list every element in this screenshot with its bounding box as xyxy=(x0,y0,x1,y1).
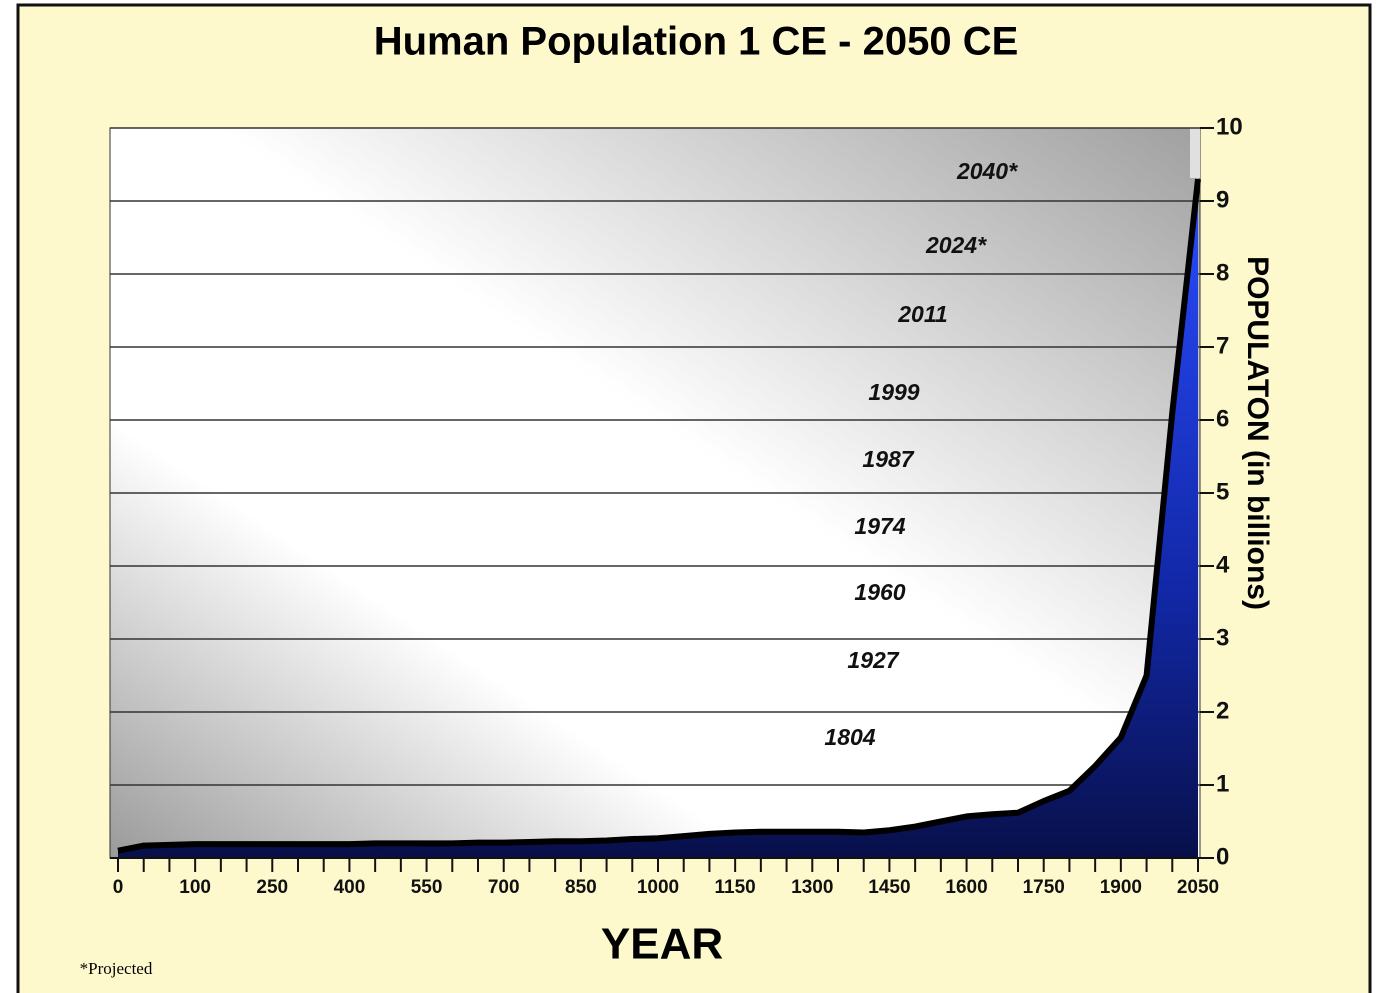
y-tick-label: 5 xyxy=(1216,478,1229,505)
annotation: 2024* xyxy=(925,232,987,258)
footnote: *Projected xyxy=(80,959,153,978)
x-tick-label: 100 xyxy=(179,877,211,898)
area xyxy=(118,179,1198,859)
x-tick-label: 850 xyxy=(565,877,597,898)
y-tick-label: 2 xyxy=(1216,697,1229,724)
y-tick-label: 9 xyxy=(1216,186,1229,213)
chart-title: Human Population 1 CE - 2050 CE xyxy=(374,20,1019,64)
plot-edge xyxy=(1190,128,1200,178)
x-tick-label: 1000 xyxy=(637,877,679,898)
y-tick-label: 0 xyxy=(1216,843,1229,870)
x-tick-label: 400 xyxy=(334,877,366,898)
x-tick-label: 1900 xyxy=(1100,877,1142,898)
x-tick-label: 250 xyxy=(256,877,288,898)
y-tick-label: 10 xyxy=(1216,113,1243,140)
x-tick-label: 1150 xyxy=(715,877,756,898)
x-tick-label: 700 xyxy=(488,877,520,898)
y-tick-label: 7 xyxy=(1216,332,1229,359)
x-tick-label: 1750 xyxy=(1023,877,1065,898)
annotation: 1804 xyxy=(824,724,875,750)
line xyxy=(117,178,1201,854)
x-tick-label: 1450 xyxy=(868,877,910,898)
x-axis-label: YEAR xyxy=(601,920,723,969)
annotation: 1987 xyxy=(862,446,914,472)
x-tick-label: 0 xyxy=(113,877,124,898)
x-tick-label: 550 xyxy=(411,877,443,898)
y-axis-label: POPULATON (in billions) xyxy=(1241,256,1274,610)
y-tick-label: 4 xyxy=(1216,551,1230,578)
x-tick-label: 2050 xyxy=(1177,877,1219,898)
annotation: 2040* xyxy=(956,158,1018,184)
x-tick-label: 1600 xyxy=(945,877,987,898)
annotation: 1927 xyxy=(847,647,899,673)
annotation: 1960 xyxy=(854,579,905,605)
y-tick-label: 6 xyxy=(1216,405,1229,432)
annotation: 2011 xyxy=(897,301,947,327)
y-tick-label: 8 xyxy=(1216,259,1229,286)
y-tick-label: 3 xyxy=(1216,624,1229,651)
x-tick-label: 1300 xyxy=(791,877,833,898)
annotation: 1974 xyxy=(854,513,905,539)
y-tick-label: 1 xyxy=(1216,770,1229,797)
annotation: 1999 xyxy=(868,379,919,405)
